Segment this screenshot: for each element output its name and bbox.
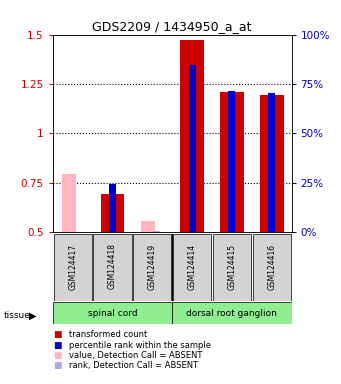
- FancyBboxPatch shape: [253, 234, 291, 301]
- Text: value, Detection Call = ABSENT: value, Detection Call = ABSENT: [69, 351, 203, 360]
- Bar: [260, 95, 284, 232]
- Bar: [228, 91, 235, 232]
- Bar: [189, 65, 196, 232]
- Text: GSM124418: GSM124418: [108, 243, 117, 290]
- FancyBboxPatch shape: [93, 234, 132, 301]
- Text: spinal cord: spinal cord: [88, 309, 137, 318]
- Text: GSM124417: GSM124417: [68, 243, 77, 290]
- Bar: [109, 184, 116, 232]
- Text: GSM124419: GSM124419: [148, 243, 157, 290]
- Bar: [180, 40, 204, 232]
- Text: tissue: tissue: [3, 311, 30, 320]
- Text: ■: ■: [53, 361, 61, 371]
- Bar: [62, 174, 76, 232]
- Bar: [220, 92, 244, 232]
- Text: rank, Detection Call = ABSENT: rank, Detection Call = ABSENT: [69, 361, 198, 371]
- FancyBboxPatch shape: [53, 302, 172, 324]
- Title: GDS2209 / 1434950_a_at: GDS2209 / 1434950_a_at: [92, 20, 252, 33]
- Text: dorsal root ganglion: dorsal root ganglion: [187, 309, 277, 318]
- Text: transformed count: transformed count: [69, 330, 147, 339]
- Bar: [153, 231, 160, 232]
- FancyBboxPatch shape: [172, 302, 292, 324]
- Text: ■: ■: [53, 330, 61, 339]
- Text: GSM124416: GSM124416: [267, 243, 276, 290]
- Text: percentile rank within the sample: percentile rank within the sample: [69, 341, 211, 350]
- Bar: [268, 93, 275, 232]
- Bar: [141, 222, 155, 232]
- Bar: [101, 194, 124, 232]
- FancyBboxPatch shape: [54, 234, 92, 301]
- FancyBboxPatch shape: [213, 234, 251, 301]
- Text: ■: ■: [53, 351, 61, 360]
- FancyBboxPatch shape: [173, 234, 211, 301]
- Text: ■: ■: [53, 341, 61, 350]
- Text: GSM124414: GSM124414: [188, 243, 197, 290]
- Text: ▶: ▶: [29, 311, 36, 321]
- FancyBboxPatch shape: [133, 234, 172, 301]
- Text: GSM124415: GSM124415: [227, 243, 236, 290]
